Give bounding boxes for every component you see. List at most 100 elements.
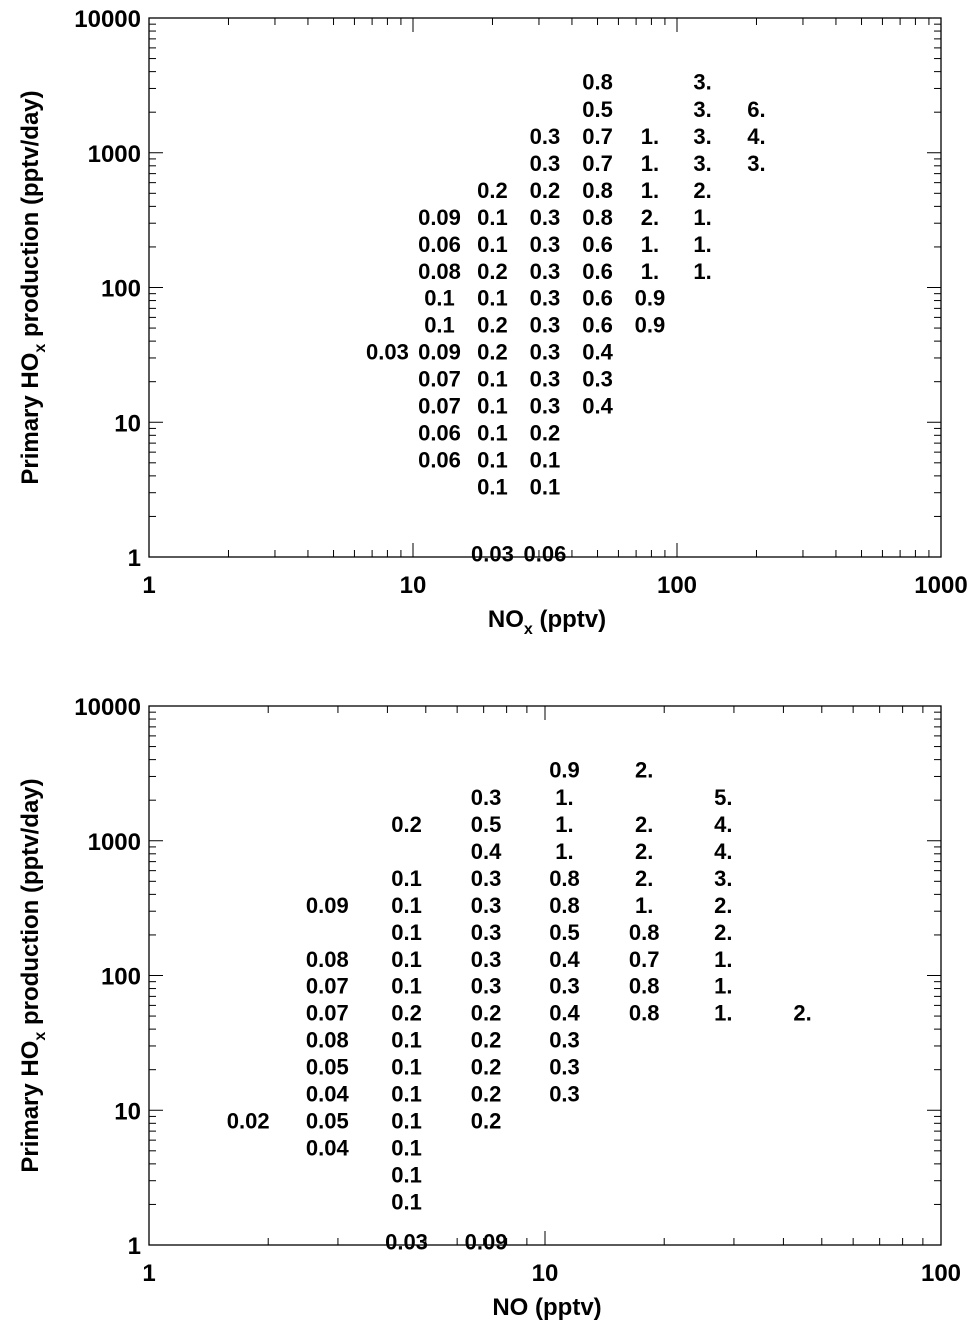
cell-value: 0.02 [227, 1108, 270, 1133]
cell-value: 0.1 [391, 920, 422, 945]
cell-value: 0.6 [582, 313, 613, 338]
cell-value: 3. [693, 124, 711, 149]
cell-value: 0.8 [629, 1001, 660, 1026]
x-tick-label: 1 [142, 1260, 155, 1287]
cell-value: 0.1 [530, 447, 561, 472]
cell-value: 1. [641, 259, 659, 284]
cell-value: 0.1 [530, 474, 561, 499]
cell-value: 0.1 [391, 1135, 422, 1160]
cell-value: 0.8 [582, 205, 613, 230]
cell-value: 0.3 [471, 974, 502, 999]
cell-value: 0.2 [477, 340, 508, 365]
y-tick-label: 10 [114, 1098, 141, 1125]
cell-value: 0.3 [530, 367, 561, 392]
cell-value: 0.3 [471, 785, 502, 810]
cell-value: 0.1 [477, 447, 508, 472]
cell-value: 0.3 [582, 367, 613, 392]
cell-value: 0.08 [306, 947, 349, 972]
cell-value: 0.7 [582, 124, 613, 149]
y-axis-title: Primary HOx production (pptv/day) [17, 778, 49, 1172]
cell-value: 1. [635, 893, 653, 918]
x-tick-label: 100 [657, 572, 697, 599]
cell-value: 1. [714, 1001, 732, 1026]
plot-frame [148, 705, 942, 1246]
y-tick-label: 1000 [88, 141, 141, 168]
cell-value: 2. [635, 758, 653, 783]
y-tick-label: 1 [128, 545, 141, 572]
y-tick-label: 100 [101, 276, 141, 303]
cell-value: 0.3 [549, 1082, 580, 1107]
cell-value: 1. [641, 124, 659, 149]
x-axis-title: NO (pptv) [492, 1294, 601, 1321]
cell-value: 0.07 [418, 367, 461, 392]
x-tick-label: 10 [532, 1260, 559, 1287]
cell-value: 0.3 [530, 205, 561, 230]
cell-value: 0.03 [366, 340, 409, 365]
cell-value: 4. [747, 124, 765, 149]
cell-value: 0.1 [391, 1028, 422, 1053]
cell-value: 2. [635, 866, 653, 891]
x-axis-title: NOx (pptv) [488, 606, 606, 638]
y-axis-title: Primary HOx production (pptv/day) [17, 90, 49, 484]
cell-value: 0.3 [530, 232, 561, 257]
cell-value: 3. [693, 70, 711, 95]
cell-value: 2. [635, 812, 653, 837]
cell-value: 1. [693, 232, 711, 257]
cell-value: 0.03 [385, 1230, 428, 1255]
cell-value: 0.2 [471, 1055, 502, 1080]
cell-value: 0.7 [629, 947, 660, 972]
cell-value: 0.08 [306, 1028, 349, 1053]
cell-value: 0.06 [418, 232, 461, 257]
cell-value: 0.4 [549, 1001, 580, 1026]
cell-value: 1. [714, 974, 732, 999]
cell-value: 2. [714, 920, 732, 945]
chart-panel-1: 1 10 100 1000 1 10 100 1000 10000 NOx (pptv) Prima… [17, 6, 968, 638]
cell-value: 0.06 [524, 542, 567, 567]
cell-value: 1. [693, 205, 711, 230]
cell-value: 0.2 [471, 1028, 502, 1053]
cell-value: 3. [693, 151, 711, 176]
cell-value: 2. [793, 1001, 811, 1026]
cell-value: 0.1 [424, 286, 455, 311]
y-tick-label: 100 [101, 964, 141, 991]
cell-value: 2. [693, 178, 711, 203]
cell-value: 6. [747, 97, 765, 122]
cell-value: 0.3 [471, 893, 502, 918]
cell-value: 0.3 [530, 286, 561, 311]
cell-value: 0.3 [530, 394, 561, 419]
cell-value: 0.1 [391, 947, 422, 972]
cell-value: 0.3 [530, 259, 561, 284]
cell-value: 4. [714, 839, 732, 864]
cell-value: 0.07 [306, 974, 349, 999]
cell-value: 0.1 [391, 974, 422, 999]
cell-value: 0.3 [549, 1028, 580, 1053]
cell-value: 0.05 [306, 1055, 349, 1080]
cell-value: 0.3 [471, 866, 502, 891]
cell-value: 0.8 [629, 920, 660, 945]
cell-value: 0.1 [477, 205, 508, 230]
cell-value: 0.3 [471, 947, 502, 972]
cell-value: 0.1 [391, 866, 422, 891]
cell-value: 0.5 [549, 920, 580, 945]
cell-value: 0.3 [549, 974, 580, 999]
cell-value: 0.5 [471, 812, 502, 837]
cell-value: 0.07 [418, 394, 461, 419]
cell-value: 0.09 [418, 340, 461, 365]
cell-value: 0.07 [306, 1001, 349, 1026]
cell-value: 1. [693, 259, 711, 284]
cell-value: 0.06 [418, 420, 461, 445]
x-tick-label: 1 [142, 572, 155, 599]
cell-value: 0.8 [582, 70, 613, 95]
x-tick-label: 1000 [914, 572, 967, 599]
cell-value: 0.4 [549, 947, 580, 972]
cell-value: 0.1 [477, 232, 508, 257]
cell-value: 0.2 [391, 812, 422, 837]
cell-value: 0.6 [582, 259, 613, 284]
chart-panel-2: 1 10 100 1 10 100 1000 10000 NO (pptv) Primary HO… [17, 694, 961, 1321]
cell-value: 0.3 [530, 124, 561, 149]
cell-value: 0.8 [629, 974, 660, 999]
cell-value: 0.1 [477, 367, 508, 392]
cell-value: 2. [635, 839, 653, 864]
y-tick-label: 10000 [74, 6, 141, 33]
